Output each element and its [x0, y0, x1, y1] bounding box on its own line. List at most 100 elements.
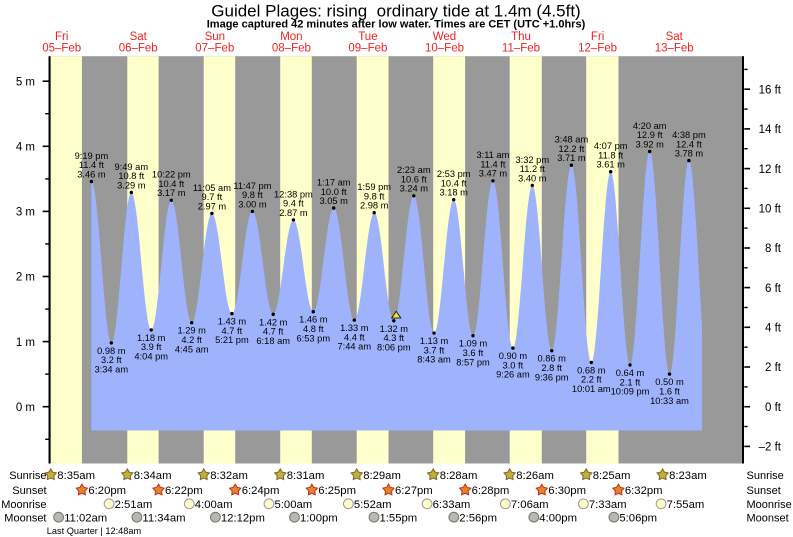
- svg-text:4 m: 4 m: [16, 142, 35, 154]
- svg-text:8:29am: 8:29am: [363, 470, 401, 482]
- svg-text:2:51am: 2:51am: [115, 499, 153, 511]
- svg-text:0 m: 0 m: [16, 402, 35, 414]
- svg-text:3.92 m: 3.92 m: [635, 139, 664, 149]
- svg-text:3.9 ft: 3.9 ft: [141, 342, 162, 352]
- svg-text:3:32 pm: 3:32 pm: [516, 155, 550, 165]
- svg-text:12:12pm: 12:12pm: [221, 512, 265, 524]
- svg-text:3:11 am: 3:11 am: [476, 150, 509, 160]
- svg-text:0.68 m: 0.68 m: [577, 365, 606, 375]
- svg-text:11:05 am: 11:05 am: [193, 183, 231, 193]
- svg-text:11:34am: 11:34am: [142, 512, 185, 524]
- svg-text:3.0 ft: 3.0 ft: [503, 360, 524, 370]
- svg-text:1.29 m: 1.29 m: [177, 326, 206, 336]
- svg-text:8:35am: 8:35am: [57, 470, 95, 482]
- svg-text:Moonrise: Moonrise: [747, 499, 792, 511]
- svg-text:3.24 m: 3.24 m: [400, 184, 429, 194]
- svg-text:3 m: 3 m: [16, 207, 35, 219]
- svg-text:4.7 ft: 4.7 ft: [222, 326, 243, 336]
- svg-text:0.50 m: 0.50 m: [655, 377, 684, 387]
- svg-text:4:07 pm: 4:07 pm: [594, 141, 628, 151]
- svg-text:Thu: Thu: [511, 31, 531, 43]
- svg-text:3:48 am: 3:48 am: [555, 135, 589, 145]
- svg-text:1.6 ft: 1.6 ft: [659, 386, 680, 396]
- svg-text:Sunrise: Sunrise: [9, 470, 46, 482]
- svg-text:Moonrise: Moonrise: [1, 499, 46, 511]
- svg-text:2.8 ft: 2.8 ft: [541, 363, 562, 373]
- svg-text:1.13 m: 1.13 m: [420, 336, 449, 346]
- svg-text:10:22 pm: 10:22 pm: [152, 170, 191, 180]
- svg-text:6:28pm: 6:28pm: [472, 485, 510, 497]
- svg-text:2 ft: 2 ft: [765, 362, 782, 374]
- svg-text:4:20 am: 4:20 am: [633, 121, 667, 131]
- svg-text:4.7 ft: 4.7 ft: [263, 327, 284, 337]
- svg-text:12.2 ft: 12.2 ft: [558, 144, 584, 154]
- svg-text:2 m: 2 m: [16, 272, 35, 284]
- svg-text:Image captured 42 minutes afte: Image captured 42 minutes after low wate…: [207, 19, 586, 31]
- svg-text:3.29 m: 3.29 m: [117, 180, 146, 190]
- svg-text:3.17 m: 3.17 m: [157, 188, 186, 198]
- svg-text:6:22pm: 6:22pm: [165, 485, 203, 497]
- svg-text:9.8 ft: 9.8 ft: [364, 191, 385, 201]
- svg-text:12.9 ft: 12.9 ft: [637, 130, 663, 140]
- svg-text:4.2 ft: 4.2 ft: [181, 335, 202, 345]
- svg-text:11:47 pm: 11:47 pm: [233, 181, 271, 191]
- svg-text:Sunrise: Sunrise: [747, 470, 784, 482]
- svg-text:3.7 ft: 3.7 ft: [424, 345, 445, 355]
- svg-text:1:55pm: 1:55pm: [380, 512, 418, 524]
- svg-text:3.18 m: 3.18 m: [439, 188, 468, 198]
- svg-text:Sun: Sun: [205, 31, 225, 43]
- svg-text:6:18 am: 6:18 am: [256, 336, 290, 346]
- svg-text:Sunset: Sunset: [747, 485, 781, 497]
- svg-text:4:04 pm: 4:04 pm: [134, 352, 168, 362]
- svg-text:9.7 ft: 9.7 ft: [202, 192, 223, 202]
- svg-text:2.98 m: 2.98 m: [360, 201, 389, 211]
- svg-text:11.2 ft: 11.2 ft: [520, 164, 546, 174]
- svg-text:10.8 ft: 10.8 ft: [118, 171, 144, 181]
- svg-text:Moonset: Moonset: [4, 512, 46, 524]
- svg-text:10:01 am: 10:01 am: [572, 384, 611, 394]
- svg-text:3.6 ft: 3.6 ft: [463, 348, 484, 358]
- svg-text:Fri: Fri: [55, 31, 68, 43]
- svg-text:5:00am: 5:00am: [275, 499, 313, 511]
- svg-text:4.4 ft: 4.4 ft: [344, 332, 365, 342]
- svg-text:4:00am: 4:00am: [195, 499, 233, 511]
- svg-text:1.43 m: 1.43 m: [218, 317, 247, 327]
- svg-text:05–Feb: 05–Feb: [42, 43, 81, 55]
- svg-text:9.4 ft: 9.4 ft: [283, 199, 304, 209]
- svg-text:10–Feb: 10–Feb: [425, 43, 464, 55]
- svg-text:Tue: Tue: [358, 31, 377, 43]
- svg-text:8:06 pm: 8:06 pm: [377, 342, 411, 352]
- svg-text:3.05 m: 3.05 m: [319, 196, 348, 206]
- svg-text:Fri: Fri: [591, 31, 604, 43]
- svg-text:4 ft: 4 ft: [765, 323, 782, 335]
- svg-text:8:26am: 8:26am: [516, 470, 554, 482]
- svg-text:7:44 am: 7:44 am: [338, 342, 372, 352]
- svg-text:10 ft: 10 ft: [759, 204, 782, 216]
- svg-text:9:36 pm: 9:36 pm: [535, 372, 569, 382]
- svg-text:10:33 am: 10:33 am: [650, 396, 689, 406]
- svg-text:06–Feb: 06–Feb: [119, 43, 158, 55]
- svg-text:3.78 m: 3.78 m: [675, 149, 704, 159]
- svg-text:12:38 pm: 12:38 pm: [274, 189, 313, 199]
- svg-text:08–Feb: 08–Feb: [272, 43, 311, 55]
- svg-text:5 m: 5 m: [16, 76, 35, 88]
- svg-text:2.1 ft: 2.1 ft: [620, 377, 641, 387]
- svg-text:11.4 ft: 11.4 ft: [480, 160, 506, 170]
- svg-text:3.71 m: 3.71 m: [557, 153, 586, 163]
- svg-text:1.33 m: 1.33 m: [340, 323, 369, 333]
- svg-text:8:28am: 8:28am: [440, 470, 478, 482]
- svg-text:Mon: Mon: [280, 31, 302, 43]
- svg-text:1.46 m: 1.46 m: [299, 315, 328, 325]
- svg-text:8 ft: 8 ft: [765, 243, 782, 255]
- svg-text:3.40 m: 3.40 m: [518, 173, 547, 183]
- svg-text:3.61 m: 3.61 m: [596, 160, 625, 170]
- svg-text:10.0 ft: 10.0 ft: [321, 187, 347, 197]
- svg-text:2:23 am: 2:23 am: [397, 165, 431, 175]
- svg-text:4:00pm: 4:00pm: [539, 512, 577, 524]
- svg-text:12.4 ft: 12.4 ft: [676, 139, 702, 149]
- svg-text:5:06pm: 5:06pm: [619, 512, 657, 524]
- svg-text:13–Feb: 13–Feb: [655, 43, 694, 55]
- svg-text:3.47 m: 3.47 m: [479, 169, 508, 179]
- svg-text:2:53 pm: 2:53 pm: [437, 169, 471, 179]
- svg-text:Sat: Sat: [130, 31, 148, 43]
